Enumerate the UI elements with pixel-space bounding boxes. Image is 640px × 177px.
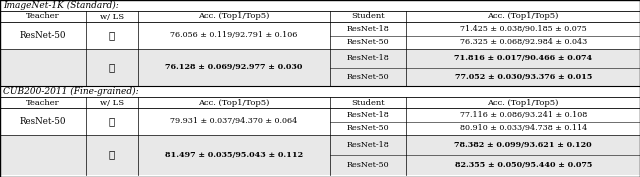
Text: 82.355 ± 0.050/95.440 ± 0.075: 82.355 ± 0.050/95.440 ± 0.075 [454,161,592,169]
Text: 78.382 ± 0.099/93.621 ± 0.120: 78.382 ± 0.099/93.621 ± 0.120 [454,141,592,149]
Text: Student: Student [351,98,385,107]
Text: ResNet-50: ResNet-50 [347,161,389,169]
Text: ResNet-18: ResNet-18 [347,111,389,119]
Text: Student: Student [351,13,385,21]
Text: 81.497 ± 0.035/95.043 ± 0.112: 81.497 ± 0.035/95.043 ± 0.112 [164,151,303,159]
Text: 77.116 ± 0.086/93.241 ± 0.108: 77.116 ± 0.086/93.241 ± 0.108 [460,111,587,119]
Text: Acc. (Top1/Top5): Acc. (Top1/Top5) [488,13,559,21]
Text: w/ LS: w/ LS [100,98,124,107]
Text: Teacher: Teacher [26,13,60,21]
Text: ✗: ✗ [109,31,115,40]
Text: Acc. (Top1/Top5): Acc. (Top1/Top5) [488,98,559,107]
Text: 79.931 ± 0.037/94.370 ± 0.064: 79.931 ± 0.037/94.370 ± 0.064 [170,118,297,125]
Bar [0,49,640,86]
Text: ImageNet-1K (Standard):: ImageNet-1K (Standard): [3,1,119,10]
Text: ResNet-50: ResNet-50 [347,124,389,132]
Text: ResNet-50: ResNet-50 [347,38,389,46]
Text: 76.056 ± 0.119/92.791 ± 0.106: 76.056 ± 0.119/92.791 ± 0.106 [170,32,298,39]
Text: w/ LS: w/ LS [100,13,124,21]
Text: 71.816 ± 0.017/90.466 ± 0.074: 71.816 ± 0.017/90.466 ± 0.074 [454,54,592,62]
Text: CUB200-2011 (Fine-grained):: CUB200-2011 (Fine-grained): [3,87,139,96]
Text: ✓: ✓ [109,150,115,159]
Text: 76.128 ± 0.069/92.977 ± 0.030: 76.128 ± 0.069/92.977 ± 0.030 [165,64,302,72]
Text: ResNet-50: ResNet-50 [20,117,67,126]
Text: ResNet-50: ResNet-50 [20,31,67,40]
Text: Acc. (Top1/Top5): Acc. (Top1/Top5) [198,13,269,21]
Text: 76.325 ± 0.068/92.984 ± 0.043: 76.325 ± 0.068/92.984 ± 0.043 [460,38,587,46]
Text: ResNet-18: ResNet-18 [347,141,389,149]
Text: ResNet-18: ResNet-18 [347,54,389,62]
Text: 80.910 ± 0.033/94.738 ± 0.114: 80.910 ± 0.033/94.738 ± 0.114 [460,124,587,132]
Text: 71.425 ± 0.038/90.185 ± 0.075: 71.425 ± 0.038/90.185 ± 0.075 [460,25,587,33]
Text: ResNet-50: ResNet-50 [347,73,389,81]
Text: 77.052 ± 0.030/93.376 ± 0.015: 77.052 ± 0.030/93.376 ± 0.015 [454,73,592,81]
Text: ResNet-18: ResNet-18 [347,25,389,33]
Text: ✓: ✓ [109,63,115,72]
Text: ✗: ✗ [109,117,115,126]
Text: Acc. (Top1/Top5): Acc. (Top1/Top5) [198,98,269,107]
Text: Teacher: Teacher [26,98,60,107]
Bar [0,135,640,175]
